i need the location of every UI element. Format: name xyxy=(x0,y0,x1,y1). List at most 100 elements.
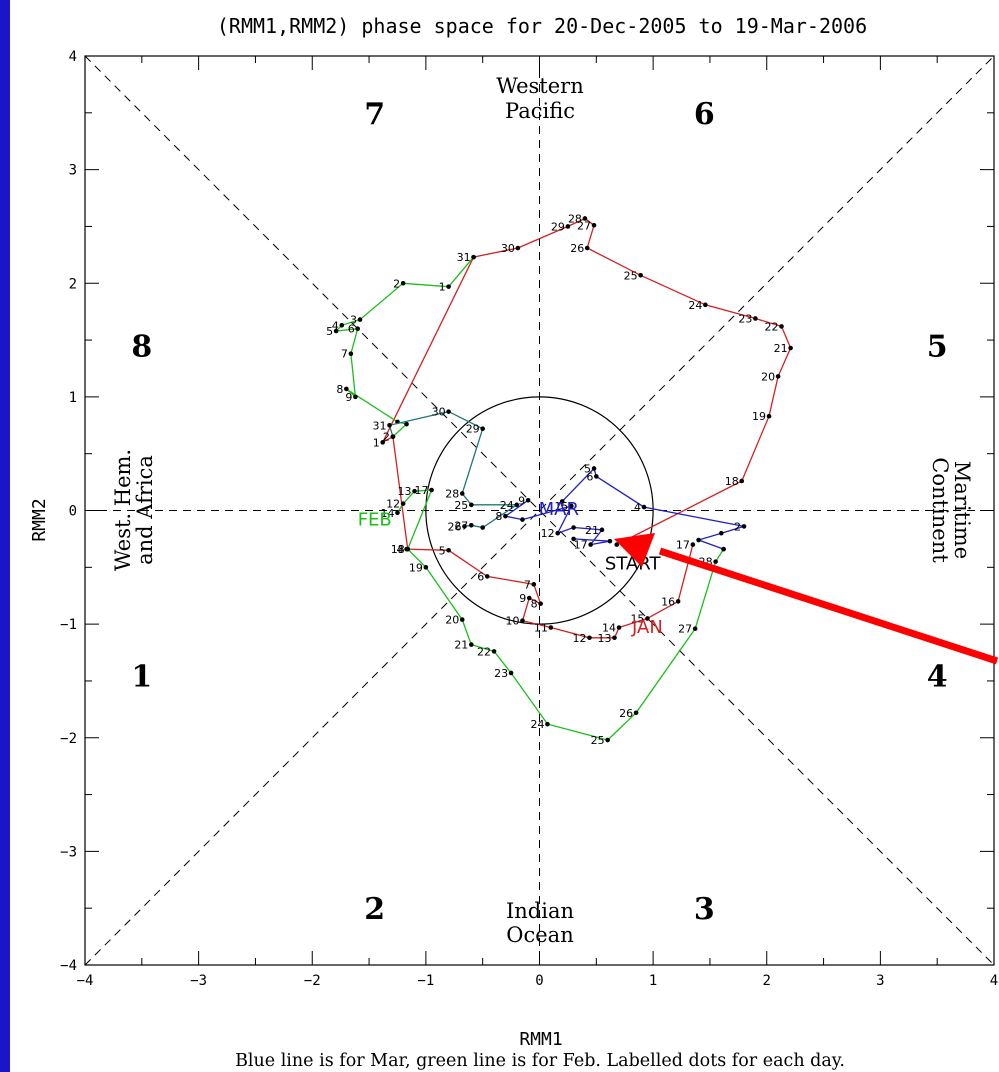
day-label: 25 xyxy=(591,734,605,747)
day-dot xyxy=(469,642,474,647)
region-west-hem-line2: and Africa xyxy=(133,455,157,565)
chart-title: (RMM1,RMM2) phase space for 20-Dec-2005 … xyxy=(217,14,867,38)
day-dot xyxy=(462,524,467,529)
day-label: 23 xyxy=(494,667,508,680)
left-blue-strip xyxy=(0,0,10,1072)
x-tick-label: −2 xyxy=(304,973,321,989)
day-dot xyxy=(525,497,531,503)
y-tick-label: −2 xyxy=(60,731,77,747)
x-axis-label: RMM1 xyxy=(519,1029,562,1050)
day-label: 5 xyxy=(439,544,446,557)
day-dot xyxy=(559,499,565,504)
day-label: 26 xyxy=(619,707,633,720)
day-label: 2 xyxy=(734,520,741,533)
day-dot xyxy=(353,394,358,400)
day-label: 14 xyxy=(602,622,616,635)
day-dot xyxy=(569,503,574,509)
y-tick-label: 4 xyxy=(69,49,77,65)
day-label: 9 xyxy=(519,592,526,605)
day-label: 5 xyxy=(326,325,333,338)
day-label: 28 xyxy=(568,212,582,225)
day-dot xyxy=(779,324,784,329)
diagonal-line xyxy=(84,55,995,966)
day-dot xyxy=(344,386,349,392)
day-label: 2 xyxy=(393,277,400,290)
day-dot xyxy=(400,280,406,286)
day-dot xyxy=(696,537,701,543)
day-dot xyxy=(555,530,560,536)
day-label: 12 xyxy=(541,527,555,540)
y-tick-label: 0 xyxy=(69,504,77,520)
day-label: 6 xyxy=(348,323,355,336)
day-dot xyxy=(404,421,409,427)
day-dot xyxy=(713,559,718,564)
region-western-pacific-line2: Pacific xyxy=(505,99,575,123)
day-label: 24 xyxy=(688,299,702,312)
day-label: 2 xyxy=(383,431,390,444)
day-dot xyxy=(545,721,550,727)
day-label: 21 xyxy=(774,342,788,355)
day-label: 17 xyxy=(574,539,588,552)
day-label: 17 xyxy=(676,539,690,552)
y-tick-label: −4 xyxy=(60,958,77,974)
day-dot xyxy=(412,488,417,494)
day-dot xyxy=(675,599,681,604)
day-dot xyxy=(739,478,745,484)
day-dot xyxy=(741,524,747,529)
day-dot xyxy=(395,510,400,516)
chart-caption: Blue line is for Mar, green line is for … xyxy=(235,1051,845,1071)
day-label: 5 xyxy=(584,462,591,475)
day-dot xyxy=(616,625,622,630)
month-label: FEB xyxy=(358,509,392,530)
day-dot xyxy=(614,542,620,547)
day-dot xyxy=(766,413,772,419)
day-label: 31 xyxy=(373,419,387,432)
day-dot xyxy=(587,635,592,641)
series-line xyxy=(407,548,725,741)
day-dot xyxy=(591,223,597,228)
x-tick-labels: −4 −3 −2 −1 0 1 2 3 4 xyxy=(77,973,999,989)
day-dot xyxy=(612,635,617,641)
day-dot xyxy=(480,525,485,530)
y-axis-label: RMM2 xyxy=(29,498,50,541)
day-label: 23 xyxy=(738,312,752,325)
y-tick-label: −1 xyxy=(60,617,77,633)
day-dot xyxy=(390,434,396,439)
day-dot xyxy=(788,345,793,351)
day-label: 22 xyxy=(765,320,779,333)
day-dot xyxy=(599,527,605,533)
day-label: 25 xyxy=(454,499,468,512)
day-label: 17 xyxy=(415,484,429,497)
day-label: 15 xyxy=(554,500,568,513)
day-dot xyxy=(333,328,339,334)
day-dot xyxy=(753,316,758,321)
x-tick-label: 4 xyxy=(990,973,998,989)
day-dot xyxy=(607,538,613,544)
day-label: 4 xyxy=(397,543,404,556)
day-dot xyxy=(339,322,345,328)
day-dot xyxy=(645,616,650,621)
day-dot xyxy=(638,272,643,278)
day-label: 7 xyxy=(341,348,348,361)
day-label: 13 xyxy=(398,485,412,498)
y-tick-label: 2 xyxy=(69,276,77,292)
day-dot xyxy=(380,440,385,445)
day-label: 31 xyxy=(457,251,471,264)
day-label: 20 xyxy=(445,614,459,627)
day-dot xyxy=(469,522,474,528)
day-label: 7 xyxy=(524,578,531,591)
day-dot xyxy=(520,517,525,522)
phase-label: 4 xyxy=(927,659,948,694)
day-label: 12 xyxy=(386,498,400,511)
day-label: 21 xyxy=(454,639,468,652)
day-label: 26 xyxy=(570,242,584,255)
day-label: 27 xyxy=(678,623,692,636)
day-label: 28 xyxy=(445,487,459,500)
day-dot xyxy=(491,649,497,654)
x-tick-label: 1 xyxy=(649,973,657,989)
day-label: 30 xyxy=(432,406,446,419)
day-label: 9 xyxy=(345,391,352,404)
day-dot xyxy=(515,245,521,251)
